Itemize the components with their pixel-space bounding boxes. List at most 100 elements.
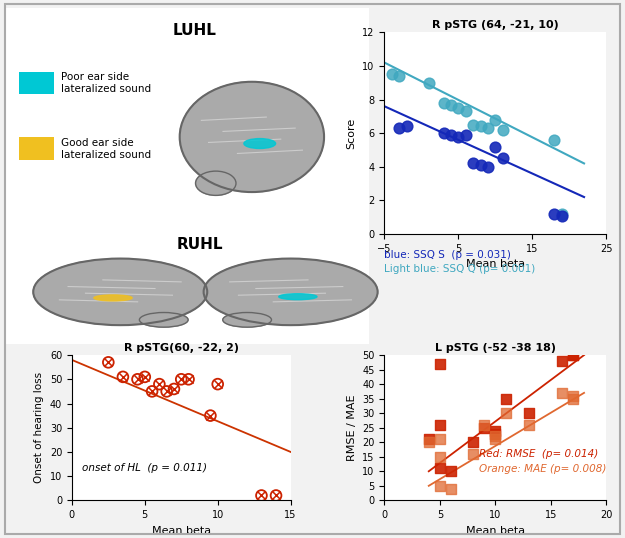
Point — [524, 421, 534, 429]
Point — [140, 372, 150, 381]
Point — [103, 358, 113, 367]
Title: R pSTG (64, -21, 10): R pSTG (64, -21, 10) — [432, 20, 559, 30]
Point — [213, 380, 222, 388]
Point — [132, 375, 142, 384]
Text: Red: RMSE  (p= 0.014): Red: RMSE (p= 0.014) — [479, 450, 598, 459]
Point — [154, 380, 164, 388]
Point — [435, 464, 445, 473]
Point — [402, 122, 412, 131]
Point — [256, 491, 266, 500]
Point — [184, 375, 194, 384]
Point — [557, 211, 567, 220]
Point — [169, 385, 179, 393]
Point — [435, 421, 445, 429]
Point — [491, 143, 501, 151]
Point — [446, 131, 456, 139]
Point — [206, 411, 216, 420]
Point — [479, 421, 489, 429]
Y-axis label: RMSE / MAE: RMSE / MAE — [347, 394, 357, 461]
Point — [132, 375, 142, 384]
Ellipse shape — [204, 259, 378, 325]
Point — [424, 79, 434, 87]
Point — [394, 72, 404, 80]
X-axis label: Mean beta: Mean beta — [466, 526, 525, 536]
Point — [468, 159, 478, 168]
Point — [435, 452, 445, 461]
Point — [491, 429, 501, 438]
X-axis label: Mean beta: Mean beta — [152, 526, 211, 536]
Point — [176, 375, 186, 384]
Ellipse shape — [139, 313, 188, 327]
Point — [424, 438, 434, 447]
Point — [491, 426, 501, 435]
Title: R pSTG(60, -22, 2): R pSTG(60, -22, 2) — [124, 343, 239, 353]
Point — [468, 450, 478, 458]
FancyBboxPatch shape — [19, 138, 54, 160]
Point — [568, 394, 578, 403]
Point — [557, 388, 567, 397]
Point — [271, 491, 281, 500]
X-axis label: Mean beta: Mean beta — [466, 259, 525, 270]
Point — [557, 357, 567, 365]
Point — [483, 162, 493, 171]
Point — [476, 122, 486, 131]
Point — [424, 435, 434, 444]
Text: Orange: MAE (p= 0.008): Orange: MAE (p= 0.008) — [479, 464, 606, 474]
Point — [435, 435, 445, 444]
Ellipse shape — [222, 313, 271, 327]
Point — [568, 392, 578, 400]
Point — [206, 411, 216, 420]
Point — [568, 351, 578, 359]
Point — [213, 380, 222, 388]
Point — [118, 372, 128, 381]
Point — [184, 375, 194, 384]
Point — [461, 131, 471, 139]
Point — [549, 136, 559, 144]
Point — [147, 387, 157, 396]
Point — [439, 129, 449, 138]
Y-axis label: Onset of hearing loss: Onset of hearing loss — [34, 372, 44, 483]
Ellipse shape — [33, 259, 208, 325]
Y-axis label: Score: Score — [347, 117, 357, 149]
Point — [453, 104, 463, 112]
Point — [491, 116, 501, 124]
Ellipse shape — [196, 171, 236, 195]
Point — [491, 435, 501, 444]
Text: RUHL: RUHL — [177, 237, 223, 252]
Point — [169, 385, 179, 393]
Point — [446, 484, 456, 493]
Ellipse shape — [94, 295, 132, 301]
Point — [387, 70, 397, 79]
Text: Good ear side
lateralized sound: Good ear side lateralized sound — [61, 138, 151, 160]
Text: Light blue: SSQ Q (p= 0.001): Light blue: SSQ Q (p= 0.001) — [384, 264, 536, 274]
Point — [446, 467, 456, 476]
Point — [468, 438, 478, 447]
Point — [162, 387, 172, 396]
Point — [162, 387, 172, 396]
Point — [103, 358, 113, 367]
Ellipse shape — [244, 139, 276, 148]
Ellipse shape — [180, 82, 324, 192]
Point — [118, 372, 128, 381]
Point — [501, 409, 511, 417]
Point — [483, 124, 493, 132]
Point — [524, 409, 534, 417]
Point — [394, 124, 404, 132]
Text: onset of HL  (p = 0.011): onset of HL (p = 0.011) — [82, 463, 207, 473]
Point — [568, 351, 578, 359]
FancyBboxPatch shape — [19, 72, 54, 94]
Title: L pSTG (-52 -38 18): L pSTG (-52 -38 18) — [435, 343, 556, 353]
Point — [498, 154, 508, 162]
Point — [501, 394, 511, 403]
Point — [154, 380, 164, 388]
Text: Poor ear side
lateralized sound: Poor ear side lateralized sound — [61, 72, 151, 94]
Point — [461, 107, 471, 116]
Text: blue: SSQ S  (p = 0.031): blue: SSQ S (p = 0.031) — [384, 250, 511, 260]
Point — [435, 482, 445, 490]
Point — [140, 372, 150, 381]
Point — [176, 375, 186, 384]
Point — [147, 387, 157, 396]
Point — [446, 100, 456, 109]
Ellipse shape — [279, 294, 317, 300]
Point — [498, 125, 508, 134]
